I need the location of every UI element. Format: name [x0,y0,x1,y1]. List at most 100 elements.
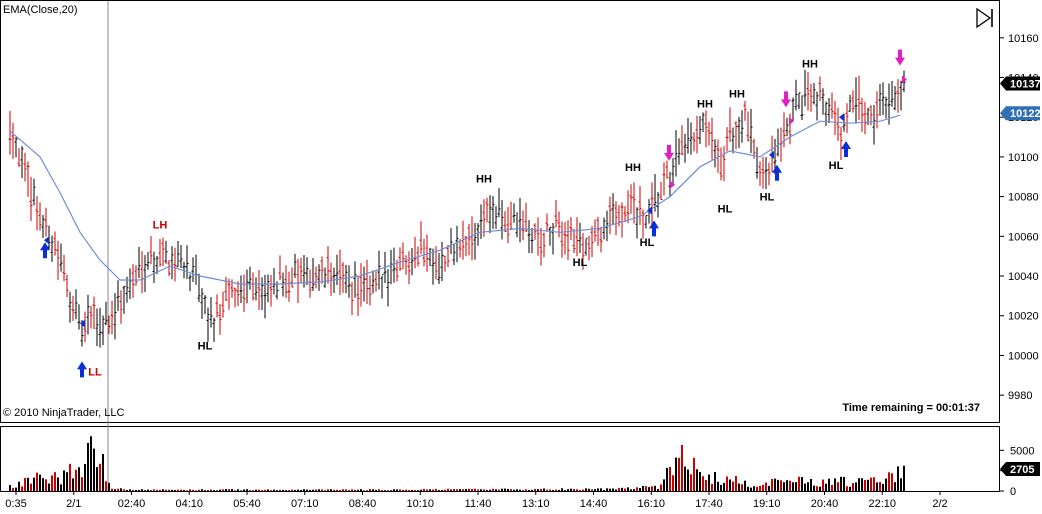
buy-arrow-icon [649,220,659,237]
price-bar [347,265,351,298]
price-bar [839,127,843,160]
copyright-text: © 2010 NinjaTrader, LLC [3,407,124,419]
price-bar [110,300,114,335]
price-bar [671,158,675,187]
price-bar [746,111,750,142]
price-tick-label: 10000 [1008,350,1039,362]
price-bar [74,289,78,320]
price-bar [197,273,201,303]
price-bar [857,75,861,121]
price-bar [401,242,405,270]
price-bar [11,122,15,159]
price-tick-label: 10020 [1008,311,1039,323]
price-bar [881,82,885,116]
price-bar [167,259,171,277]
time-remaining-text: Time remaining = 00:01:37 [842,402,980,414]
price-bar [89,305,93,329]
price-bar [860,97,864,132]
price-tick-label: 10100 [1008,152,1039,164]
time-tick-label: 2/1 [66,498,81,510]
price-bar [725,127,729,152]
price-bar [482,199,486,237]
price-bar [785,117,789,137]
price-bar [338,249,342,295]
play-end-icon[interactable] [972,5,996,29]
price-bar [731,127,735,154]
price-bar [758,161,762,186]
price-bar [602,217,606,240]
price-bar [530,227,534,254]
price-bar [14,137,18,158]
price-bar [716,139,720,173]
price-bar [17,148,21,167]
price-bar [890,81,894,107]
price-bar [659,182,663,201]
buy-arrow-icon [841,140,851,157]
price-bar [362,266,366,302]
price-bar [821,88,825,115]
price-bar [494,206,498,229]
time-tick-label: 07:10 [291,498,319,510]
price-bar [305,257,309,286]
price-bar [755,147,759,179]
price-bar [398,247,402,271]
price-bar [380,274,384,299]
svg-text:10137: 10137 [1010,78,1041,90]
price-bar [242,274,246,312]
price-bar [467,223,471,256]
buy-arrow-icon [77,361,87,378]
signal-triangle-icon [670,180,675,189]
price-bar [425,234,429,272]
price-bar [473,223,477,260]
price-bar [215,294,219,318]
price-bar [521,210,525,241]
price-bar [557,211,561,238]
price-bar [113,293,117,340]
swing-label: HL [829,160,844,172]
price-bar [95,308,99,347]
price-bar [872,104,876,145]
price-bar [710,117,714,160]
price-bar [734,121,738,150]
time-tick-label: 17:40 [695,498,723,510]
price-bar [563,222,567,255]
price-bar [896,79,900,113]
price-bar [701,112,705,133]
price-bar [8,110,12,155]
swing-label: HL [198,340,213,352]
time-axis: 0:35 2/1 02:40 04:10 05:40 07:10 08:40 10:10 11:… [5,491,948,510]
time-tick-label: 04:10 [175,498,203,510]
sell-arrow-icon [895,49,905,66]
price-bar [410,247,414,276]
volume-bars [9,436,905,491]
price-bar [836,107,840,141]
price-bar [878,83,882,116]
price-bar [146,252,150,270]
price-bar [797,92,801,110]
last-price-marker: 10137 [1000,76,1041,91]
price-tick-label: 9980 [1008,390,1032,402]
price-bar [845,103,849,134]
last-volume-marker: 2705 [1000,461,1040,476]
price-bar [122,285,126,314]
price-bar [695,115,699,154]
price-bar [677,138,681,165]
price-axis: 1016010140101201010010080100601004010020… [1000,33,1041,402]
price-bar [101,315,105,346]
price-bar [212,317,216,342]
price-bar [500,200,504,240]
price-bar [452,243,456,265]
price-bar [404,255,408,275]
price-bar [812,83,816,105]
price-bar [98,307,102,348]
price-bar [368,275,372,306]
price-bar [590,226,594,258]
price-bar [266,274,270,303]
price-bar [86,294,90,335]
price-bar [191,257,195,283]
time-tick-label: 20:40 [811,498,839,510]
volume-panel-frame [0,426,1000,492]
signal-triangle-icon [647,206,652,215]
price-bar [728,107,732,143]
price-bar [248,266,252,290]
